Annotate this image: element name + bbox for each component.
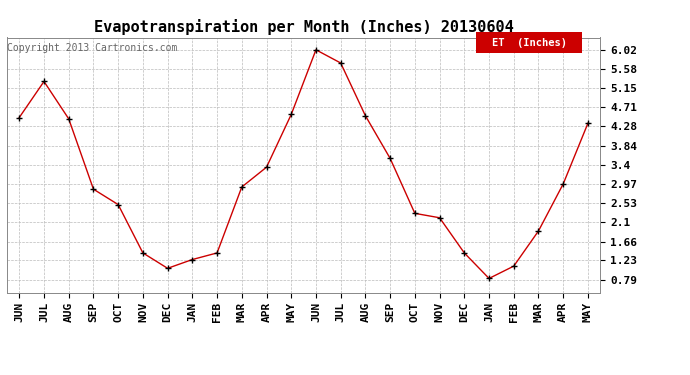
FancyBboxPatch shape bbox=[475, 32, 582, 53]
Text: Copyright 2013 Cartronics.com: Copyright 2013 Cartronics.com bbox=[7, 43, 177, 53]
Title: Evapotranspiration per Month (Inches) 20130604: Evapotranspiration per Month (Inches) 20… bbox=[94, 19, 513, 35]
Text: ET  (Inches): ET (Inches) bbox=[491, 38, 566, 48]
